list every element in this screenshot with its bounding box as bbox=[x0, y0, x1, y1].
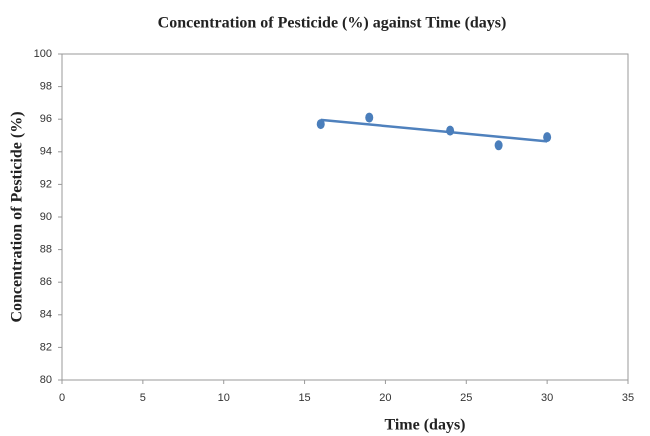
data-point bbox=[365, 112, 374, 123]
y-tick-label: 94 bbox=[40, 146, 52, 158]
x-tick-label: 25 bbox=[460, 392, 472, 404]
y-axis-label: Concentration of Pesticide (%) bbox=[9, 111, 26, 322]
y-tick-label: 86 bbox=[40, 276, 52, 288]
x-tick-label: 20 bbox=[379, 392, 391, 404]
x-tick-label: 10 bbox=[218, 392, 230, 404]
plot-area bbox=[61, 53, 629, 381]
x-tick-label: 0 bbox=[59, 392, 65, 404]
data-point bbox=[446, 125, 455, 136]
trendline bbox=[320, 118, 548, 143]
x-tick-label: 35 bbox=[622, 392, 634, 404]
y-tick-label: 96 bbox=[40, 113, 52, 125]
data-point bbox=[316, 119, 325, 130]
x-tick-label: 30 bbox=[541, 392, 553, 404]
y-tick-label: 80 bbox=[40, 374, 52, 386]
y-tick-label: 88 bbox=[40, 244, 52, 256]
y-tick-label: 92 bbox=[40, 178, 52, 190]
y-tick-label: 82 bbox=[40, 341, 52, 353]
y-tick-label: 90 bbox=[40, 211, 52, 223]
chart-title: Concentration of Pesticide (%) against T… bbox=[158, 15, 507, 32]
y-tick-label: 98 bbox=[40, 81, 52, 93]
data-point bbox=[494, 140, 503, 151]
data-point bbox=[543, 132, 552, 143]
y-tick-label: 84 bbox=[40, 309, 52, 321]
x-tick-label: 15 bbox=[298, 392, 310, 404]
x-tick-label: 5 bbox=[140, 392, 146, 404]
x-axis-label: Time (days) bbox=[384, 417, 465, 434]
y-tick-label: 100 bbox=[34, 48, 52, 60]
